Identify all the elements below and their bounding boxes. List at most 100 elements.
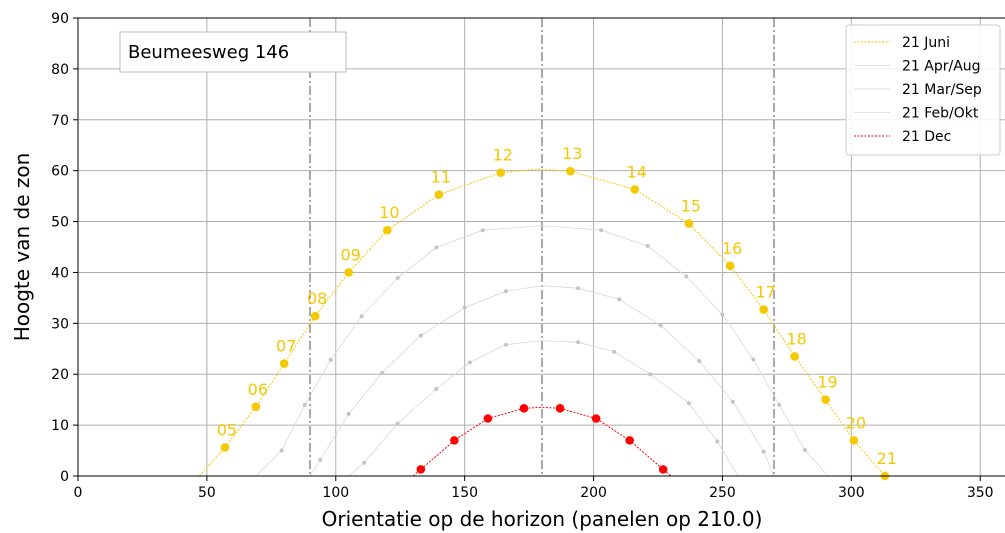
data-point <box>220 443 230 452</box>
y-tick-label: 30 <box>51 316 69 332</box>
hour-label: 11 <box>431 168 451 187</box>
data-point <box>555 404 565 413</box>
hour-label: 13 <box>562 144 582 163</box>
data-point <box>617 297 622 302</box>
data-point <box>318 457 323 462</box>
data-point <box>362 460 367 465</box>
data-point <box>395 421 400 426</box>
data-point <box>576 340 581 345</box>
data-point <box>658 465 668 474</box>
data-point <box>480 228 485 233</box>
y-tick-label: 60 <box>51 164 69 180</box>
location-annotation: Beumeesweg 146 <box>119 31 347 73</box>
series-line <box>309 285 775 477</box>
legend-label: 21 Dec <box>902 129 951 145</box>
y-tick-label: 40 <box>51 265 69 281</box>
data-point <box>418 333 423 338</box>
data-point <box>395 276 400 281</box>
data-point <box>434 190 444 199</box>
hour-label: 14 <box>627 162 647 181</box>
hour-label: 15 <box>681 197 701 216</box>
data-point <box>849 436 859 445</box>
reference-lines <box>309 18 775 476</box>
data-point <box>467 360 472 365</box>
data-point <box>697 358 702 363</box>
legend-label: 21 Apr/Aug <box>902 59 981 75</box>
data-point <box>599 228 604 233</box>
data-point <box>310 311 320 321</box>
y-tick-label: 90 <box>51 11 69 27</box>
y-tick-label: 10 <box>51 418 69 434</box>
data-point <box>302 402 307 407</box>
data-point <box>344 268 353 277</box>
legend-label: 21 Feb/Okt <box>902 106 979 122</box>
location-annotation-text: Beumeesweg 146 <box>128 42 289 63</box>
data-point <box>279 448 284 453</box>
data-point <box>730 399 735 404</box>
data-point <box>684 274 689 279</box>
hour-label: 05 <box>217 421 237 440</box>
data-point <box>630 185 640 194</box>
series-line <box>348 340 739 477</box>
x-tick-label: 50 <box>198 485 216 501</box>
legend-label: 21 Juni <box>902 35 950 51</box>
hour-label: 12 <box>493 146 513 165</box>
data-point <box>503 289 508 294</box>
y-tick-label: 20 <box>51 367 69 383</box>
data-point <box>450 436 459 445</box>
data-point <box>591 414 601 423</box>
hour-label: 10 <box>379 203 399 222</box>
data-point <box>434 386 439 391</box>
data-point <box>725 261 735 271</box>
plot-frame <box>77 17 1005 477</box>
series-group: 05 06 07 08 09 10 11 12 13 14 15 16 17 18 19 20 21 <box>198 144 897 481</box>
data-point <box>483 414 493 423</box>
x-tick-label: 100 <box>322 485 349 501</box>
hour-label: 16 <box>722 239 742 258</box>
legend-box <box>845 24 1001 156</box>
hour-label: 18 <box>786 329 806 348</box>
data-point <box>383 225 392 235</box>
data-point <box>625 436 634 445</box>
data-point <box>328 357 333 362</box>
data-point <box>496 168 506 178</box>
hour-label: 21 <box>877 449 897 468</box>
data-point <box>346 411 351 416</box>
data-point <box>576 286 581 291</box>
data-point <box>612 349 617 354</box>
hour-label: 08 <box>307 289 327 308</box>
data-point <box>462 305 467 310</box>
legend: 21 Juni 21 Apr/Aug 21 Mar/Sep 21 Feb/Okt 21 … <box>845 24 1001 156</box>
x-tick-label: 200 <box>580 485 607 501</box>
data-point <box>686 401 691 406</box>
data-point <box>684 219 694 228</box>
x-tick-label: 0 <box>74 485 83 501</box>
hour-label: 20 <box>846 413 866 432</box>
data-point <box>645 243 650 248</box>
hour-label: 06 <box>248 380 268 399</box>
data-point <box>761 449 766 454</box>
x-tick-label: 250 <box>709 485 736 501</box>
y-tick-label: 0 <box>60 469 69 485</box>
data-point <box>715 439 720 444</box>
x-tick-label: 350 <box>967 485 994 501</box>
y-tick-label: 70 <box>51 113 69 129</box>
data-point <box>503 342 508 347</box>
data-point <box>519 404 529 413</box>
x-axis-label: Orientatie op de horizon (panelen op 210… <box>322 507 763 531</box>
series-line <box>255 225 829 477</box>
data-point <box>566 166 575 176</box>
data-point <box>359 314 364 319</box>
y-tick-label: 50 <box>51 215 69 231</box>
y-axis-label: Hoogte van de zon <box>10 153 34 342</box>
hour-label: 09 <box>340 245 360 264</box>
y-tick-label: 80 <box>51 62 69 78</box>
data-point <box>434 245 439 250</box>
data-point <box>751 357 756 362</box>
data-point <box>251 402 261 412</box>
data-point <box>777 402 782 407</box>
data-point <box>658 323 663 328</box>
data-point <box>380 370 385 375</box>
